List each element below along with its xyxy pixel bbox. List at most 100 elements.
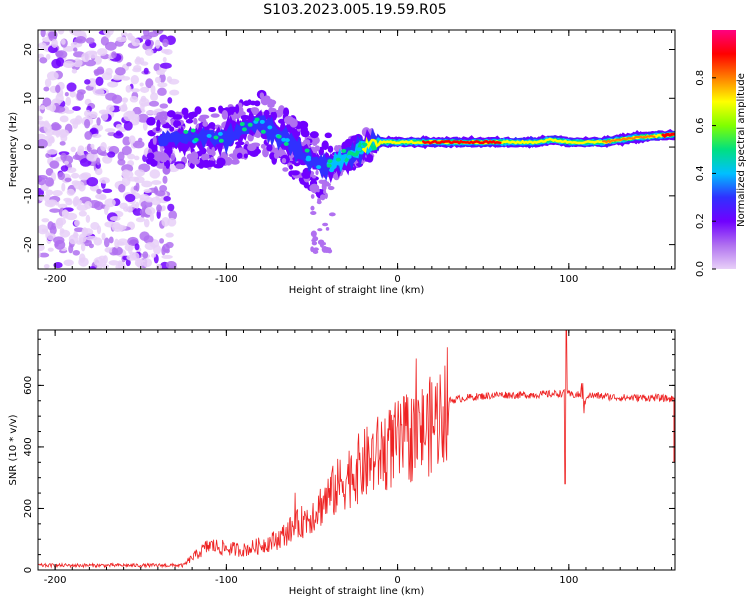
noise-speck: [59, 228, 65, 234]
band-speck: [289, 118, 298, 128]
noise-speck: [142, 30, 150, 37]
noise-speck: [76, 204, 89, 211]
noise-speck: [49, 225, 57, 235]
noise-speck: [85, 235, 98, 241]
tail-speck: [312, 250, 319, 254]
noise-speck: [49, 160, 60, 169]
noise-speck: [96, 188, 102, 195]
band-blob: [316, 165, 322, 170]
band-speck: [309, 131, 319, 139]
band-blob: [217, 131, 223, 136]
tail-speck: [317, 228, 323, 232]
noise-speck: [38, 120, 46, 125]
noise-speck: [135, 201, 140, 209]
noise-speck: [94, 167, 103, 176]
noise-speck: [154, 76, 162, 84]
x-tick-label: 100: [559, 575, 578, 586]
y-axis-label: Frequency (Hz): [8, 112, 19, 188]
band-speck: [185, 118, 194, 124]
noise-speck: [161, 246, 166, 256]
noise-speck: [62, 60, 75, 69]
noise-speck: [136, 258, 144, 268]
band-blob: [259, 119, 265, 124]
noise-speck: [46, 71, 59, 81]
band-blob: [306, 157, 312, 162]
noise-speck: [134, 169, 145, 177]
y-tick-label: 0: [23, 144, 34, 150]
noise-speck: [159, 238, 165, 244]
noise-speck: [104, 41, 117, 51]
noise-speck: [151, 253, 157, 258]
noise-speck: [60, 165, 69, 172]
band-speck: [312, 140, 318, 146]
band-speck: [154, 115, 165, 121]
noise-speck: [165, 232, 174, 238]
noise-speck: [108, 236, 114, 244]
noise-speck: [38, 252, 50, 258]
tail-speck: [325, 227, 330, 231]
noise-speck: [123, 120, 133, 131]
noise-speck: [44, 200, 56, 208]
noise-speck: [156, 204, 162, 213]
noise-speck: [101, 111, 109, 121]
noise-speck: [167, 217, 177, 227]
noise-speck: [102, 188, 113, 194]
tail-speck: [327, 186, 335, 191]
noise-speck: [83, 228, 89, 234]
noise-speck: [72, 249, 81, 256]
noise-speck: [132, 106, 142, 115]
tail-speck: [320, 194, 326, 201]
noise-speck: [121, 145, 132, 156]
noise-speck: [99, 259, 107, 267]
tail-speck: [310, 230, 317, 238]
noise-speck: [159, 62, 172, 69]
noise-speck: [167, 203, 175, 212]
noise-speck: [45, 189, 54, 196]
y-tick-label: 0: [23, 567, 34, 573]
noise-speck: [154, 39, 161, 49]
noise-speck: [106, 104, 115, 113]
noise-speck: [169, 89, 180, 96]
x-tick-label: -200: [44, 575, 67, 586]
noise-speck: [92, 88, 105, 96]
noise-speck: [111, 51, 117, 59]
noise-speck: [65, 96, 72, 106]
y-tick-label: 600: [23, 376, 34, 395]
noise-speck: [144, 39, 152, 47]
snr-plot: [38, 330, 675, 569]
noise-speck: [91, 133, 102, 138]
noise-speck: [132, 207, 143, 216]
spectrogram-plot: [38, 30, 675, 269]
band-speck: [162, 123, 172, 129]
noise-speck: [122, 136, 131, 146]
noise-speck: [57, 30, 65, 35]
band-blob: [254, 117, 260, 122]
noise-speck: [135, 217, 146, 223]
noise-speck: [59, 115, 69, 123]
noise-speck: [66, 82, 77, 92]
noise-speck: [113, 131, 124, 139]
band-speck: [300, 129, 310, 138]
noise-speck: [44, 78, 52, 88]
noise-speck: [43, 86, 50, 92]
tail-speck: [323, 189, 327, 195]
noise-speck: [112, 76, 122, 81]
noise-speck: [38, 175, 48, 180]
noise-speck: [55, 219, 64, 230]
noise-speck: [161, 48, 169, 54]
noise-speck: [90, 143, 95, 149]
tail-speck: [310, 194, 315, 199]
noise-speck: [126, 62, 132, 67]
noise-speck: [137, 113, 149, 123]
noise-speck: [38, 224, 49, 235]
noise-speck: [72, 106, 81, 112]
noise-speck: [61, 209, 69, 219]
noise-speck: [38, 115, 43, 121]
noise-speck: [98, 195, 107, 201]
noise-speck: [57, 171, 65, 181]
noise-speck: [59, 129, 70, 137]
band-speck: [205, 160, 216, 167]
noise-speck: [137, 137, 143, 143]
noise-speck: [144, 206, 156, 216]
